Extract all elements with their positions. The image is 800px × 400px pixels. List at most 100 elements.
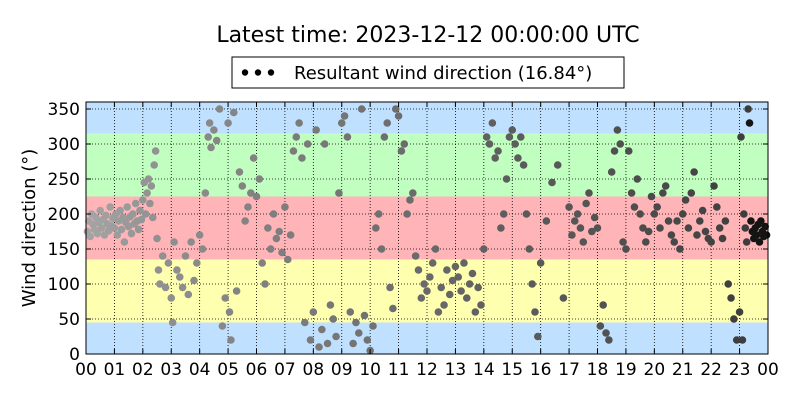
data-point — [519, 161, 528, 169]
data-point — [408, 189, 417, 197]
data-point — [218, 322, 227, 330]
data-point — [678, 210, 687, 218]
data-point — [673, 217, 681, 225]
data-point — [281, 203, 289, 211]
data-point — [167, 294, 176, 302]
data-point — [124, 222, 133, 231]
data-point — [659, 189, 667, 197]
data-point — [745, 119, 754, 127]
data-point — [386, 283, 394, 292]
data-point — [491, 154, 500, 162]
data-point — [377, 245, 386, 253]
y-axis-label: Wind direction (°) — [19, 149, 40, 308]
data-point — [582, 199, 590, 208]
data-point — [116, 206, 124, 215]
data-point — [653, 203, 661, 211]
data-point — [244, 203, 252, 211]
data-point — [627, 189, 636, 197]
data-point — [661, 182, 670, 190]
data-point — [667, 231, 676, 239]
x-tick-label: 21 — [672, 360, 694, 380]
data-point — [741, 224, 750, 232]
x-tick-label: 12 — [416, 360, 438, 380]
data-point — [687, 189, 696, 197]
data-point — [249, 154, 258, 162]
data-point — [346, 308, 355, 316]
data-point — [215, 105, 224, 113]
data-point — [150, 161, 158, 169]
legend-label: Resultant wind direction (16.84°) — [294, 63, 592, 84]
data-point — [275, 227, 284, 236]
data-point — [443, 266, 451, 274]
y-tick-label: 0 — [69, 345, 80, 365]
data-point — [471, 308, 480, 316]
data-point — [227, 336, 235, 344]
data-point — [96, 206, 105, 215]
data-point — [752, 231, 761, 239]
data-point — [485, 140, 494, 148]
data-point — [389, 304, 397, 313]
data-point — [136, 206, 144, 215]
data-point — [357, 105, 366, 113]
y-axis-ticks: 0 50 100 150 200 250 300 350 — [48, 100, 768, 365]
data-point — [383, 119, 392, 127]
data-point — [428, 259, 437, 267]
y-tick-label: 150 — [48, 240, 80, 260]
data-point — [715, 224, 724, 232]
data-point — [141, 210, 150, 218]
data-point — [588, 227, 596, 236]
data-point — [451, 262, 460, 271]
x-tick-label: 03 — [160, 360, 182, 380]
data-point — [502, 175, 511, 183]
data-point — [747, 217, 755, 225]
data-point — [431, 245, 440, 253]
data-point — [710, 182, 718, 190]
data-point — [225, 308, 234, 316]
data-point — [576, 224, 585, 232]
data-point — [732, 336, 741, 344]
data-point — [298, 154, 306, 162]
data-point — [204, 133, 212, 141]
data-point — [164, 259, 173, 267]
data-point — [117, 225, 126, 234]
data-point — [252, 192, 261, 201]
grid-lines — [86, 102, 768, 354]
data-point — [460, 259, 468, 267]
data-point — [134, 225, 143, 234]
data-point — [534, 332, 542, 341]
legend-marker-3 — [267, 69, 275, 76]
data-point — [187, 238, 195, 246]
legend-marker-1 — [241, 69, 249, 76]
data-point — [579, 238, 588, 246]
data-point — [158, 252, 167, 260]
data-point — [205, 119, 214, 127]
data-point — [154, 266, 163, 274]
data-point — [565, 203, 573, 211]
chart-title: Latest time: 2023-12-12 00:00:00 UTC — [216, 23, 639, 48]
data-point — [585, 189, 593, 197]
data-point — [605, 336, 613, 344]
data-point — [170, 238, 178, 246]
data-point — [102, 211, 110, 220]
data-point — [622, 245, 630, 253]
data-point — [718, 234, 727, 243]
data-point — [190, 276, 198, 285]
data-point — [755, 238, 764, 246]
data-point — [613, 126, 622, 134]
data-point — [269, 210, 278, 218]
data-point — [241, 217, 249, 225]
data-point — [283, 255, 292, 264]
data-point — [462, 294, 471, 302]
data-point — [369, 322, 377, 330]
data-point — [559, 294, 568, 302]
data-point — [153, 234, 161, 243]
data-point — [323, 339, 332, 348]
data-point — [137, 215, 146, 224]
data-point — [670, 238, 679, 246]
y-tick-label: 300 — [48, 135, 80, 155]
data-point — [761, 222, 769, 231]
data-point — [120, 238, 129, 246]
data-point — [602, 329, 610, 337]
data-point — [426, 273, 434, 281]
data-point — [707, 238, 715, 246]
